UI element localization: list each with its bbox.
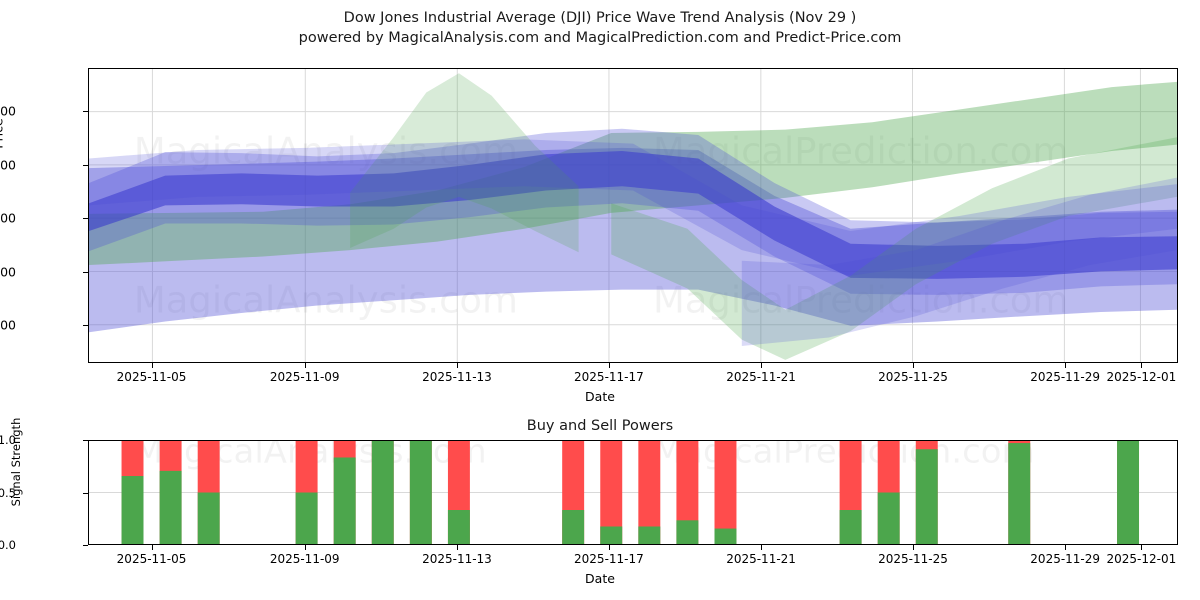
watermark-text: MagicalPrediction.com	[653, 278, 1068, 321]
price-band-green-spike-peak	[350, 73, 579, 253]
buy-power-bar	[1117, 441, 1140, 544]
price-x-tick-label: 2025-11-05	[116, 370, 187, 384]
price-x-tick-label: 2025-11-25	[878, 370, 948, 384]
signal-chart-title: Buy and Sell Powers	[526, 418, 674, 434]
price-x-tick-mark	[761, 363, 763, 368]
sell-power-bar	[714, 441, 737, 544]
signal-x-tick-label: 2025-11-25	[878, 552, 948, 566]
buy-power-bar	[371, 441, 394, 544]
price-x-axis-label: Date	[585, 389, 615, 404]
price-y-tick-label: 47000	[0, 210, 16, 226]
buy-power-bar	[638, 526, 661, 544]
chart-subtitle: powered by MagicalAnalysis.com and Magic…	[298, 30, 902, 46]
price-x-tick-label: 2025-11-21	[726, 370, 796, 384]
signal-x-tick-label: 2025-11-05	[116, 552, 187, 566]
price-band-green-band-dip	[611, 137, 1177, 360]
watermark-text: MagicalPrediction.com	[653, 129, 1068, 172]
signal-x-tick-mark	[151, 545, 153, 550]
price-x-tick-label: 2025-12-01	[1106, 370, 1177, 384]
signal-y-tick-label: 1.0	[0, 433, 16, 447]
price-x-tick-mark	[913, 363, 915, 368]
price-x-tick-mark	[1141, 363, 1143, 368]
buy-power-bar	[409, 441, 432, 544]
signal-y-tick-label: 0.5	[0, 485, 16, 500]
price-x-tick-label: 2025-11-09	[269, 370, 340, 384]
watermark-text: MagicalAnalysis.com	[134, 129, 518, 172]
price-chart-panel: MagicalAnalysis.com MagicalPrediction.com…	[88, 68, 1178, 363]
signal-y-tick-mark	[83, 440, 88, 441]
price-x-tick-label: 2025-11-29	[1030, 370, 1101, 384]
signal-x-axis-label: Date	[585, 571, 615, 586]
signal-x-tick-label: 2025-11-17	[574, 552, 644, 566]
signal-x-tick-label: 2025-11-13	[422, 552, 492, 566]
signal-x-tick-label: 2025-12-01	[1106, 552, 1177, 566]
signal-x-tick-mark	[1065, 545, 1067, 550]
signal-x-tick-label: 2025-11-21	[726, 552, 796, 566]
price-x-tick-mark	[151, 363, 153, 368]
sell-power-bar	[600, 441, 623, 544]
chart-title: Dow Jones Industrial Average (DJI) Price…	[343, 10, 857, 26]
price-x-tick-label: 2025-11-13	[422, 370, 492, 384]
price-y-tick-mark	[83, 218, 88, 220]
buy-power-bar	[333, 457, 356, 544]
signal-y-tick-label: 0.0	[0, 538, 16, 552]
buy-power-bar	[600, 526, 623, 544]
buy-power-bar	[877, 492, 900, 544]
signal-x-tick-mark	[304, 545, 306, 550]
signal-x-tick-label: 2025-11-09	[269, 552, 340, 566]
price-y-tick-mark	[83, 164, 88, 166]
price-y-tick-mark	[83, 325, 88, 327]
buy-power-bar	[915, 449, 938, 544]
price-y-axis-label: Price	[0, 118, 6, 149]
watermark-text: MagicalAnalysis.com	[134, 278, 518, 321]
buy-power-bar	[121, 476, 144, 544]
signal-x-tick-mark	[761, 545, 763, 550]
price-x-tick-mark	[1065, 363, 1067, 368]
price-y-tick-label: 48000	[0, 103, 16, 119]
price-x-tick-label: 2025-11-17	[574, 370, 644, 384]
price-band-blue-band-core-dark	[89, 151, 1177, 279]
signal-x-tick-mark	[913, 545, 915, 550]
buy-power-bar	[1008, 443, 1031, 544]
price-chart-svg: MagicalAnalysis.com MagicalPrediction.com…	[89, 69, 1177, 362]
signal-x-tick-label: 2025-11-29	[1030, 552, 1101, 566]
signal-y-axis-label: Signal Strength	[9, 417, 23, 507]
price-x-tick-mark	[608, 363, 610, 368]
price-y-tick-mark	[83, 271, 88, 273]
buy-power-bar	[159, 470, 182, 544]
signal-x-tick-mark	[1141, 545, 1143, 550]
buy-power-bar	[295, 492, 318, 544]
price-y-tick-label: 46000	[0, 317, 16, 333]
buy-power-bar	[447, 510, 470, 544]
price-band-blue-fan-a	[89, 139, 1177, 276]
price-y-tick-label: 47500	[0, 157, 16, 173]
price-band-blue-band-upper	[89, 128, 1177, 295]
price-x-tick-mark	[304, 363, 306, 368]
buy-power-bar	[714, 528, 737, 544]
price-band-blue-fan-b	[741, 177, 1177, 347]
title-block: Dow Jones Industrial Average (DJI) Price…	[0, 8, 1200, 48]
price-x-tick-mark	[456, 363, 458, 368]
price-y-tick-label: 46500	[0, 264, 16, 280]
signal-y-tick-mark	[83, 492, 88, 494]
signal-x-tick-mark	[456, 545, 458, 550]
signal-x-tick-mark	[608, 545, 610, 550]
sell-power-bar	[676, 441, 699, 544]
sell-power-bar	[638, 441, 661, 544]
buy-power-bar	[676, 520, 699, 544]
buy-power-bar	[197, 492, 220, 544]
signal-y-tick-mark	[83, 545, 88, 546]
buy-power-bar	[562, 510, 585, 544]
price-y-tick-mark	[83, 110, 88, 112]
buy-power-bar	[839, 510, 862, 544]
